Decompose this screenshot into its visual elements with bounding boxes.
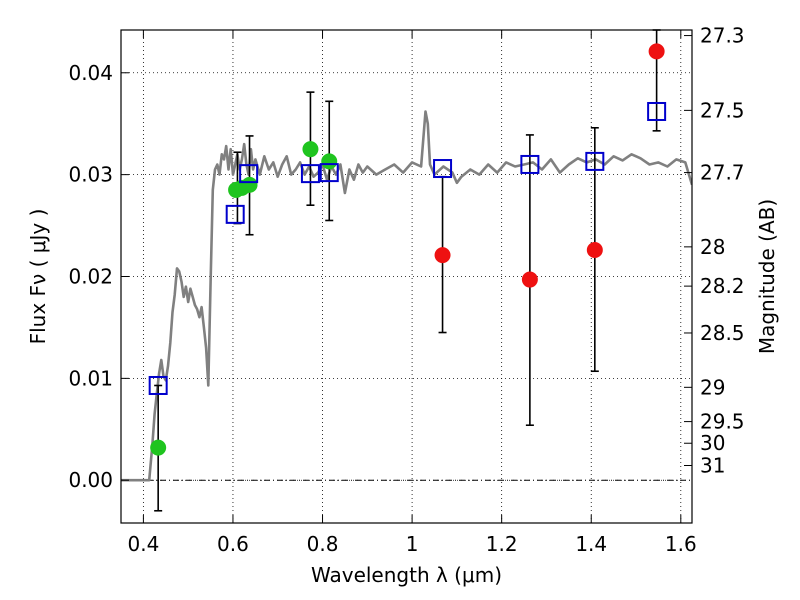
blue-model-point: [585, 151, 605, 171]
blue-model-point: [300, 164, 320, 184]
y-tick-label: 0.00: [68, 468, 113, 492]
x-axis-label: Wavelength λ (μm): [311, 563, 502, 587]
y-tick-label: 0.04: [68, 61, 113, 85]
x-tick-label: 0.4: [127, 532, 159, 556]
y2-tick-label: 28.2: [700, 274, 745, 298]
marker-layer: [148, 43, 667, 456]
y2-tick-label: 29.5: [700, 410, 745, 434]
x-tick-label: 1: [406, 532, 419, 556]
y-axis-label: Flux Fν ( μJy ): [26, 209, 50, 345]
y2-tick-label: 31: [700, 453, 725, 477]
blue-model-point: [647, 101, 667, 121]
blue-model-point: [239, 164, 259, 184]
green-data-point: [321, 153, 338, 170]
y2-tick-label: 29: [700, 375, 725, 399]
red-data-point: [521, 271, 538, 288]
plot-area: [121, 29, 692, 512]
y-axis: 0.00 0.01 0.02 0.03 0.04: [68, 61, 129, 492]
blue-model-point: [319, 163, 339, 183]
y-tick-label: 0.01: [68, 366, 113, 390]
red-data-point: [434, 247, 451, 264]
y-tick-label: 0.02: [68, 265, 113, 289]
green-data-point: [302, 141, 319, 158]
plot-content: [121, 110, 692, 482]
blue-model-point: [433, 159, 453, 179]
y-tick-label: 0.03: [68, 163, 113, 187]
y2-tick-label: 30: [700, 431, 725, 455]
y2-tick-label: 27.3: [700, 24, 745, 48]
y2-tick-label: 27.5: [700, 98, 745, 122]
y2-tick-label: 27.7: [700, 161, 745, 185]
x-tick-label: 0.6: [217, 532, 249, 556]
green-data-point: [241, 176, 258, 193]
y2-axis-label: Magnitude (AB): [755, 199, 779, 354]
green-data-point: [150, 439, 167, 456]
red-data-point: [586, 242, 603, 259]
blue-model-point: [225, 204, 245, 224]
y2-tick-label: 28: [700, 235, 725, 259]
blue-model-point: [148, 375, 168, 395]
x-tick-label: 1.4: [575, 532, 607, 556]
x-tick-label: 1.2: [486, 532, 518, 556]
model-spectrum-line: [121, 110, 692, 482]
x-tick-label: 0.8: [307, 532, 339, 556]
x-tick-label: 1.6: [665, 532, 697, 556]
x-axis: 0.4 0.6 0.8 1 1.2 1.4 1.6: [127, 30, 697, 556]
y2-tick-label: 28.5: [700, 321, 745, 345]
blue-model-point: [520, 154, 540, 174]
red-data-point: [648, 43, 665, 60]
